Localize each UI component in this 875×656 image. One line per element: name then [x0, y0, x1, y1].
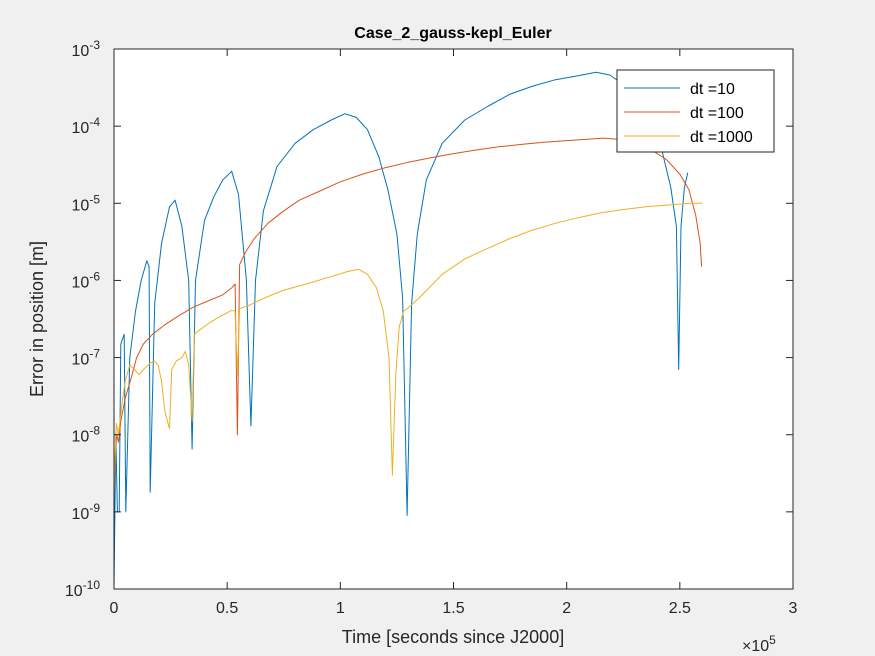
x-exponent-base: ×10 [742, 638, 769, 655]
y-tick-label: 10-7 [72, 347, 101, 369]
y-tick-exponent: -5 [89, 192, 100, 206]
y-tick-base: 10 [72, 506, 90, 523]
y-tick-base: 10 [72, 429, 90, 446]
y-tick-label: 10-9 [72, 501, 101, 523]
y-tick-exponent: -8 [89, 424, 100, 438]
x-tick-label: 3 [789, 600, 798, 617]
legend-label-1: dt =10 [690, 81, 735, 98]
y-tick-label: 10-3 [72, 38, 101, 60]
y-tick-base: 10 [72, 120, 90, 137]
y-tick-label: 10-10 [65, 578, 100, 600]
x-exponent-label: ×105 [742, 633, 776, 655]
legend-box [616, 69, 775, 153]
y-tick-exponent: -7 [89, 347, 100, 361]
x-tick-label: 2.5 [669, 600, 691, 617]
y-tick-exponent: -4 [89, 115, 100, 129]
y-tick-base: 10 [72, 274, 90, 291]
y-tick-exponent: -6 [89, 269, 100, 283]
x-axis-label: Time [seconds since J2000] [342, 627, 564, 647]
y-tick-base: 10 [72, 197, 90, 214]
x-tick-label: 1 [336, 600, 345, 617]
chart-title: Case_2_gauss-kepl_Euler [354, 25, 551, 42]
y-tick-label: 10-8 [72, 424, 101, 446]
series-line-3 [113, 202, 703, 489]
ticks-layer: 0 0.5 1 1.5 2 2.5 310-1010-910-810-710-610-510… [65, 38, 798, 617]
y-tick-label: 10-6 [72, 269, 101, 291]
legend-label-2: dt =100 [690, 105, 744, 122]
x-tick-label: 0.5 [216, 600, 238, 617]
legend-label-3: dt =1000 [690, 129, 753, 146]
y-tick-label: 10-4 [72, 115, 101, 137]
legend: dt =10 dt =100 dt =1000 [616, 69, 775, 153]
y-tick-exponent: -3 [89, 38, 100, 52]
y-tick-exponent: -10 [83, 578, 101, 592]
y-tick-exponent: -9 [89, 501, 100, 515]
y-tick-base: 10 [65, 583, 83, 600]
x-tick-label: 0 [110, 600, 119, 617]
y-tick-base: 10 [72, 43, 90, 60]
series-line-1 [113, 71, 689, 590]
x-tick-label: 1.5 [442, 600, 464, 617]
x-exponent-power: 5 [769, 633, 776, 647]
y-tick-base: 10 [72, 352, 90, 369]
x-tick-label: 2 [562, 600, 571, 617]
y-tick-label: 10-5 [72, 192, 101, 214]
y-axis-label: Error in position [m] [27, 241, 47, 397]
